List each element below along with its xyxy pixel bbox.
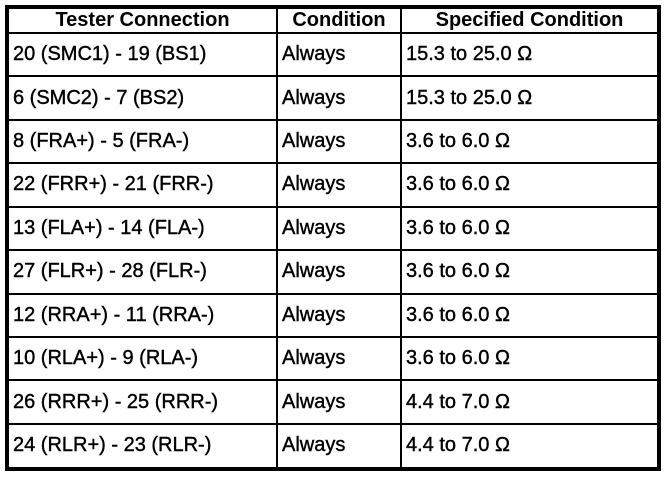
- header-row: Tester Connection Condition Specified Cond…: [6, 6, 660, 34]
- header-cell: Condition: [276, 6, 402, 34]
- table-cell: 12 (RRA+) - 11 (RRA-): [6, 292, 278, 338]
- table-cell: Always: [276, 249, 402, 295]
- table-row: 10 (RLA+) - 9 (RLA-) Always 3.6 to 6.0 Ω: [6, 335, 660, 382]
- table-cell: 4.4 to 7.0 Ω: [400, 379, 660, 425]
- table-row: 8 (FRA+) - 5 (FRA-) Always 3.6 to 6.0 Ω: [6, 118, 660, 165]
- header-cell: Specified Condition: [400, 6, 660, 34]
- table-cell: 3.6 to 6.0 Ω: [400, 118, 660, 165]
- table-cell: 3.6 to 6.0 Ω: [400, 162, 660, 208]
- table-cell: Always: [276, 118, 402, 165]
- table-cell: Always: [276, 162, 402, 208]
- table-cell: Always: [276, 335, 402, 382]
- table-cell: 27 (FLR+) - 28 (FLR-): [6, 249, 278, 295]
- table-cell: 3.6 to 6.0 Ω: [400, 249, 660, 295]
- table-cell: Always: [276, 422, 402, 471]
- table-row: 27 (FLR+) - 28 (FLR-) Always 3.6 to 6.0 Ω: [6, 249, 660, 295]
- table-cell: 13 (FLA+) - 14 (FLA-): [6, 205, 278, 252]
- table-row: 6 (SMC2) - 7 (BS2) Always 15.3 to 25.0 Ω: [6, 75, 660, 121]
- spec-table: Tester Connection Condition Specified Cond…: [5, 5, 661, 471]
- table-cell: 15.3 to 25.0 Ω: [400, 75, 660, 121]
- table-cell: Always: [276, 205, 402, 252]
- table-cell: 3.6 to 6.0 Ω: [400, 205, 660, 252]
- table-cell: 22 (FRR+) - 21 (FRR-): [6, 162, 278, 208]
- table-cell: 10 (RLA+) - 9 (RLA-): [6, 335, 278, 382]
- header-cell: Tester Connection: [6, 6, 278, 34]
- table-row: 13 (FLA+) - 14 (FLA-) Always 3.6 to 6.0 Ω: [6, 205, 660, 252]
- table-cell: 3.6 to 6.0 Ω: [400, 335, 660, 382]
- table-cell: 20 (SMC1) - 19 (BS1): [6, 31, 278, 78]
- table-cell: Always: [276, 379, 402, 425]
- table-row: 26 (RRR+) - 25 (RRR-) Always 4.4 to 7.0 Ω: [6, 379, 660, 425]
- table-cell: 6 (SMC2) - 7 (BS2): [6, 75, 278, 121]
- table-cell: Always: [276, 292, 402, 338]
- table-cell: 3.6 to 6.0 Ω: [400, 292, 660, 338]
- table-cell: 26 (RRR+) - 25 (RRR-): [6, 379, 278, 425]
- table-cell: Always: [276, 31, 402, 78]
- table-cell: 24 (RLR+) - 23 (RLR-): [6, 422, 278, 471]
- table-cell: 4.4 to 7.0 Ω: [400, 422, 660, 471]
- table-cell: 15.3 to 25.0 Ω: [400, 31, 660, 78]
- table-row: 12 (RRA+) - 11 (RRA-) Always 3.6 to 6.0 Ω: [6, 292, 660, 338]
- table-row: 22 (FRR+) - 21 (FRR-) Always 3.6 to 6.0 Ω: [6, 162, 660, 208]
- table-cell: 8 (FRA+) - 5 (FRA-): [6, 118, 278, 165]
- table-row: 24 (RLR+) - 23 (RLR-) Always 4.4 to 7.0 Ω: [6, 422, 660, 471]
- table-cell: Always: [276, 75, 402, 121]
- table-row: 20 (SMC1) - 19 (BS1) Always 15.3 to 25.0 Ω: [6, 31, 660, 78]
